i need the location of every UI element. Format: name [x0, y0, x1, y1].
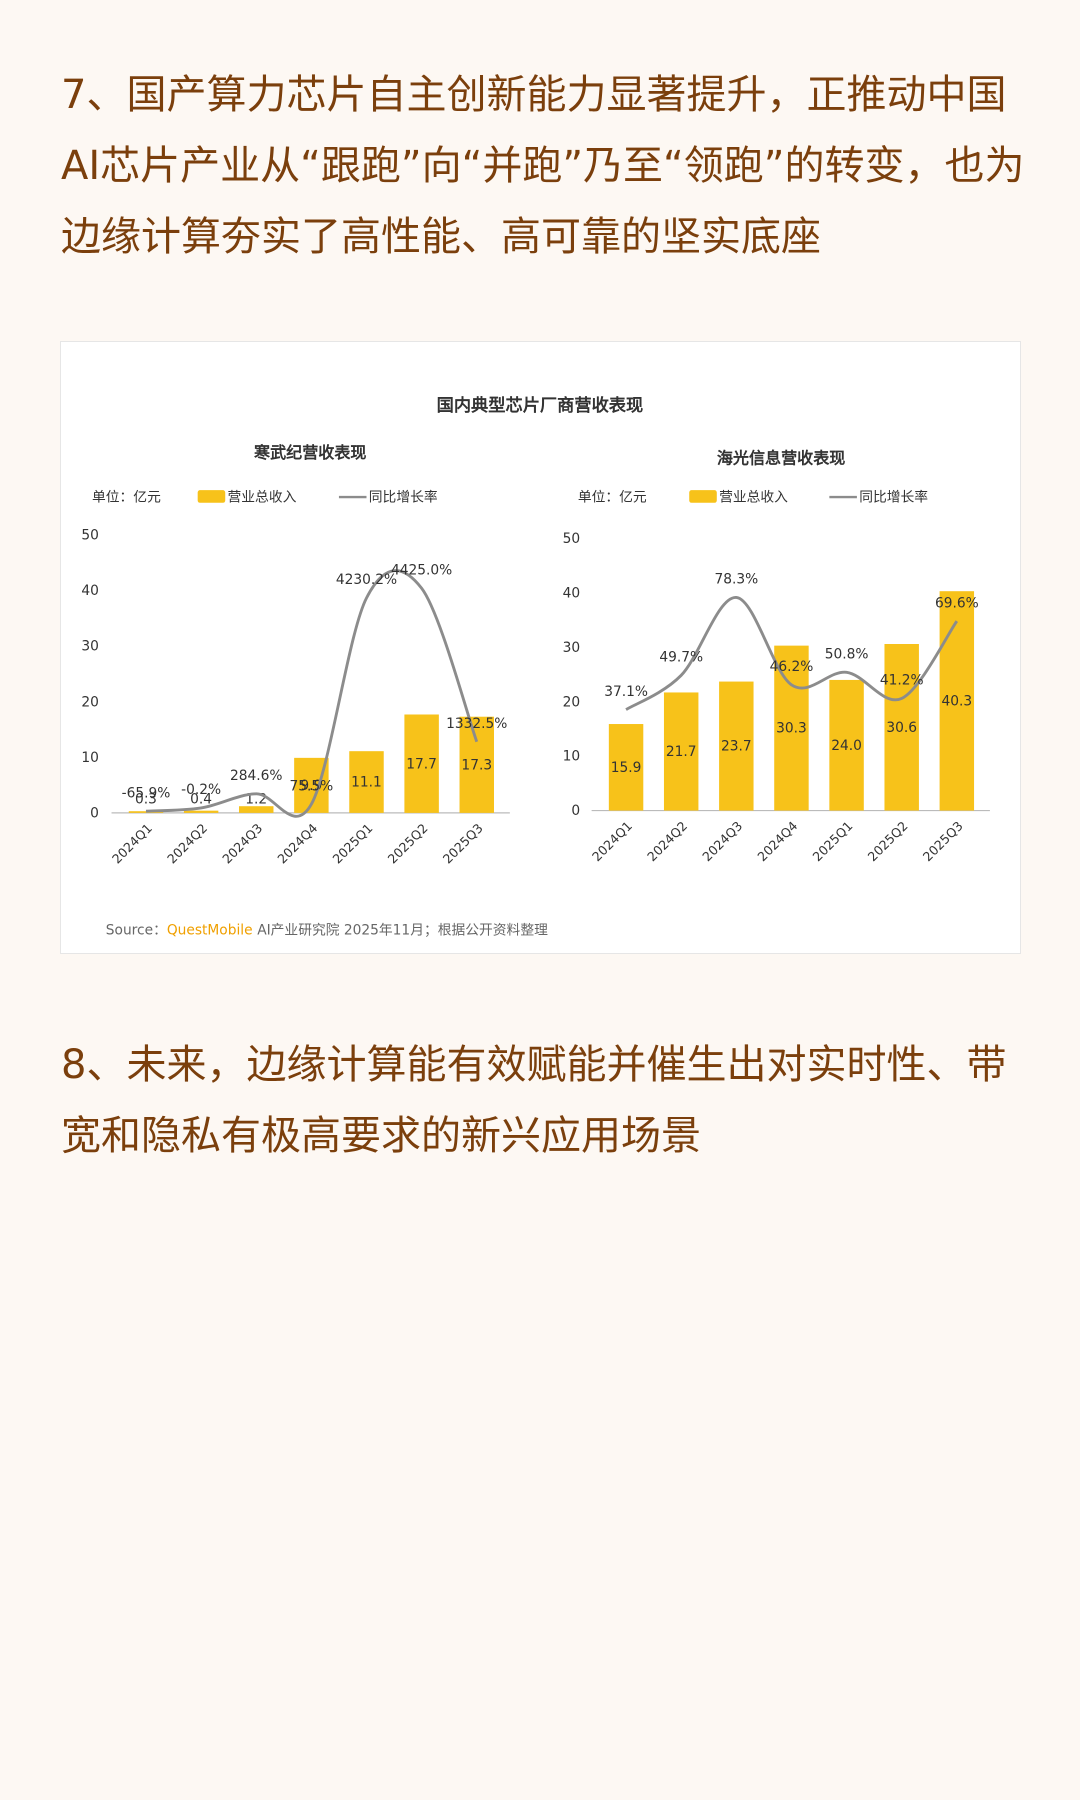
source-rest: AI产业研究院 2025年11月；根据公开资料整理	[257, 923, 548, 939]
figure-title: 国内典型芯片厂商营收表现	[437, 395, 644, 416]
bar	[719, 681, 754, 811]
y-tick-label: 40	[563, 585, 581, 601]
y-tick-label: 20	[81, 694, 99, 710]
y-tick-label: 0	[90, 805, 99, 821]
x-tick-label: 2024Q2	[164, 820, 210, 866]
bar	[459, 716, 494, 813]
bar-label: 0.4	[190, 792, 212, 808]
y-tick-label: 0	[571, 803, 580, 819]
y-tick-label: 30	[81, 639, 99, 655]
x-tick-label: 2024Q3	[699, 818, 745, 864]
x-tick-label: 2025Q1	[329, 820, 375, 866]
x-tick-label: 2025Q2	[865, 818, 911, 864]
growth-label: 41.2%	[880, 673, 924, 689]
legend-swatch	[689, 490, 717, 503]
source-brand: QuestMobile	[167, 923, 253, 939]
legend-label: 同比增长率	[369, 489, 438, 506]
bar	[884, 644, 919, 811]
x-tick-label: 2025Q3	[920, 818, 966, 864]
paragraph: 8、未来，边缘计算能有效赋能并催生出对实时性、带宽和隐私有极高要求的新兴应用场景	[61, 1042, 1007, 1159]
bar-label: 24.0	[831, 738, 862, 754]
growth-label: 1332.5%	[446, 716, 507, 732]
growth-label: 4425.0%	[391, 563, 452, 579]
growth-label: -0.2%	[181, 782, 221, 798]
growth-label: 69.6%	[935, 595, 979, 611]
bar-label: 30.6	[886, 720, 917, 736]
x-tick-label: 2024Q4	[274, 820, 320, 866]
chart-title: 海光信息营收表现	[717, 449, 846, 468]
x-tick-label: 2025Q2	[385, 820, 431, 866]
growth-label: 284.6%	[230, 768, 283, 784]
source: Source：QuestMobile AI产业研究院 2025年11月；根据公开资…	[106, 923, 548, 939]
figure: 国内典型芯片厂商营收表现 Source：QuestMobile AI产业研究院 2…	[60, 341, 1021, 954]
x-tick-label: 2025Q1	[810, 818, 856, 864]
bar	[663, 692, 699, 811]
growth-label: 37.1%	[604, 684, 648, 700]
bar-label: 21.7	[666, 744, 697, 760]
growth-label: 49.7%	[659, 650, 703, 666]
x-tick-label: 2025Q3	[440, 820, 486, 866]
bar	[239, 806, 274, 813]
bar	[349, 751, 384, 813]
bar-label: 15.9	[611, 760, 642, 776]
y-tick-label: 50	[81, 528, 99, 544]
x-tick-label: 2024Q2	[644, 818, 690, 864]
growth-label: 75.5%	[290, 778, 334, 794]
y-tick-label: 40	[81, 583, 99, 599]
unit-label: 单位：亿元	[578, 490, 647, 506]
bar-label: 23.7	[721, 739, 752, 755]
growth-label: 46.2%	[770, 659, 814, 675]
bar	[608, 724, 644, 811]
legend-label: 营业总收入	[228, 490, 297, 506]
growth-line	[625, 596, 959, 711]
growth-label: 4230.2%	[336, 572, 397, 588]
bar	[404, 714, 439, 813]
growth-label: 78.3%	[714, 572, 758, 588]
bar-label: 11.1	[351, 775, 382, 791]
unit-label: 单位：亿元	[92, 490, 161, 506]
x-tick-label: 2024Q1	[589, 818, 635, 864]
legend-label: 同比增长率	[859, 489, 928, 506]
bar	[128, 811, 164, 813]
legend-label: 营业总收入	[719, 490, 788, 506]
y-tick-label: 10	[81, 750, 99, 766]
y-tick-label: 20	[563, 694, 581, 710]
bar-label: 40.3	[942, 693, 973, 709]
x-tick-label: 2024Q4	[754, 818, 800, 864]
legend-swatch	[197, 490, 226, 503]
y-tick-label: 10	[563, 749, 581, 765]
y-tick-label: 50	[563, 531, 581, 547]
bar	[829, 679, 864, 811]
chart-title: 寒武纪营收表现	[253, 443, 366, 462]
bar	[183, 810, 219, 813]
growth-label: 50.8%	[825, 647, 869, 663]
y-tick-label: 30	[563, 640, 581, 656]
paragraph: 7、国产算力芯片自主创新能力显著提升，正推动中国AI芯片产业从“跟跑”向“并跑”…	[61, 72, 1025, 260]
x-tick-label: 2024Q3	[219, 820, 265, 866]
bar-label: 17.3	[461, 757, 492, 773]
growth-line	[145, 569, 479, 818]
x-tick-label: 2024Q1	[109, 820, 155, 866]
source-prefix: Source：	[106, 923, 167, 939]
bar-label: 0.3	[135, 792, 157, 808]
bar	[939, 591, 975, 811]
growth-label: -65.9%	[122, 785, 171, 801]
bar-label: 30.3	[776, 721, 807, 737]
bar-label: 17.7	[406, 756, 437, 772]
